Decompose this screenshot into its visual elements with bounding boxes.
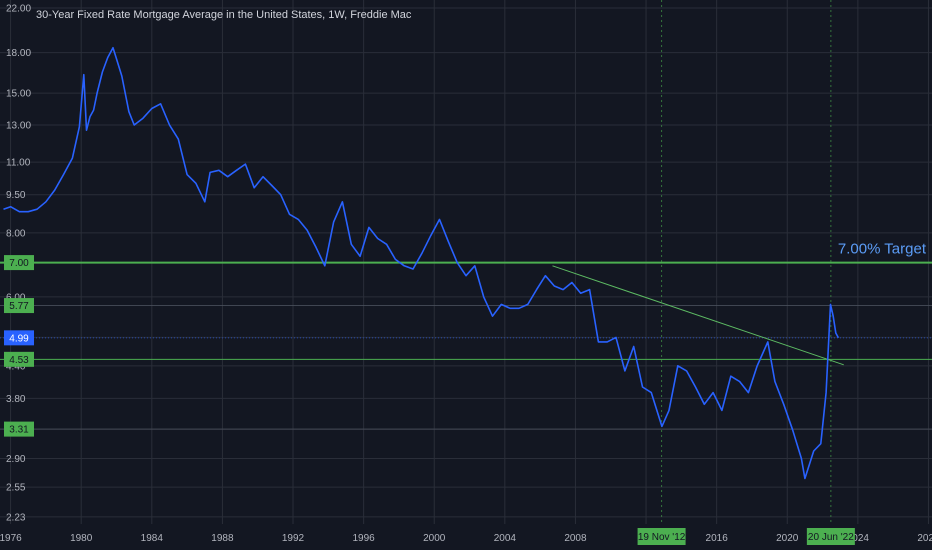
x-tick-label: 2016 <box>706 533 729 544</box>
y-tick-label: 18.00 <box>6 48 31 59</box>
y-tick-label: 13.00 <box>6 120 31 131</box>
x-tick-label: 2020 <box>776 533 799 544</box>
level-badge: 5.77 <box>9 301 29 312</box>
level-badge: 7.00 <box>9 258 29 269</box>
y-tick-label: 22.00 <box>6 4 31 15</box>
level-badge-bg <box>4 351 34 367</box>
y-tick-label: 2.55 <box>6 483 26 494</box>
x-tick-label: 2028 <box>917 533 932 544</box>
x-tick-label: 1976 <box>0 533 22 544</box>
x-tick-label: 2004 <box>494 533 517 544</box>
x-tick-label: 1992 <box>282 533 305 544</box>
x-tick-label: 1980 <box>70 533 93 544</box>
price-series-line <box>3 46 840 480</box>
x-tick-label: 1984 <box>141 533 164 544</box>
y-tick-label: 9.50 <box>6 190 26 201</box>
x-tick-label: 1988 <box>211 533 234 544</box>
x-tick-label: 2024 <box>847 533 870 544</box>
date-badge-label: 20 Jun '22 <box>808 532 854 543</box>
date-badge-bg <box>637 528 686 545</box>
y-tick-label: 2.23 <box>6 512 26 523</box>
date-badge-label: 19 Nov '12 <box>638 532 686 543</box>
x-tick-label: 2000 <box>423 533 446 544</box>
chart-title: 30-Year Fixed Rate Mortgage Average in t… <box>36 9 412 21</box>
x-tick-label: 1996 <box>352 533 375 544</box>
level-badge-bg <box>4 255 34 271</box>
level-badge-bg <box>4 421 34 437</box>
level-badge: 4.53 <box>9 355 29 366</box>
trend-line <box>552 265 844 366</box>
current-value-badge: 4.99 <box>9 333 29 344</box>
x-tick-label: 2008 <box>564 533 587 544</box>
y-tick-label: 15.00 <box>6 89 31 100</box>
y-tick-label: 11.00 <box>6 158 31 169</box>
current-value-badge-bg <box>4 330 34 346</box>
date-badge-bg <box>806 528 855 545</box>
level-badge: 3.31 <box>9 425 29 436</box>
y-tick-label: 6.00 <box>6 292 26 303</box>
target-annotation: 7.00% Target <box>838 241 927 258</box>
level-badge-bg <box>4 298 34 314</box>
y-tick-label: 8.00 <box>6 228 26 239</box>
y-tick-label: 2.90 <box>6 454 26 465</box>
y-tick-label: 3.80 <box>6 394 26 405</box>
